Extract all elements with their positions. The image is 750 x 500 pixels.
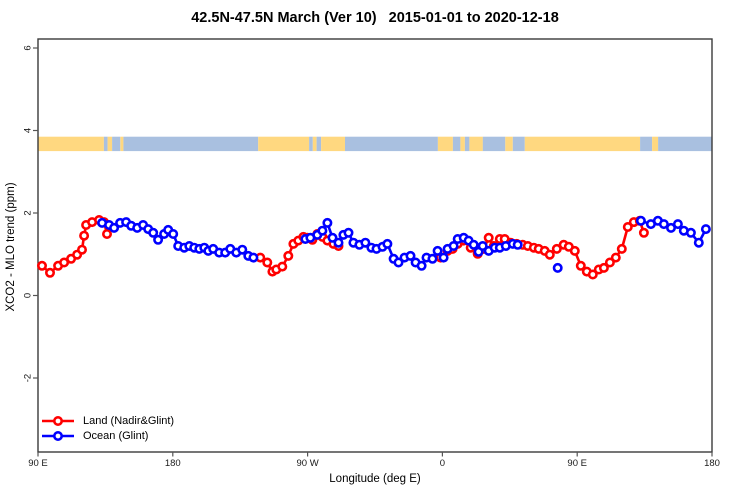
ocean-data-point	[237, 244, 248, 255]
ocean-data-point	[672, 219, 683, 230]
land-data-point	[575, 260, 586, 271]
land-ocean-band-segment-land	[460, 136, 465, 152]
land-data-point	[544, 249, 555, 260]
y-tick-label: 6	[23, 45, 34, 50]
land-data-point	[77, 244, 88, 255]
land-data-point	[277, 261, 288, 272]
legend: Land (Nadir&Glint) Ocean (Glint)	[40, 413, 174, 443]
land-ocean-band-segment-land	[524, 136, 641, 152]
land-data-point	[102, 229, 113, 240]
x-tick-label: 180	[165, 458, 181, 469]
ocean-data-point	[109, 222, 120, 233]
y-tick-label: 2	[23, 210, 34, 215]
ocean-series-marker-icon	[42, 430, 74, 441]
land-series-marker-icon	[42, 415, 74, 426]
land-ocean-band-segment-ocean	[103, 136, 108, 152]
land-ocean-band-segment-land	[652, 136, 659, 152]
legend-label-ocean: Ocean (Glint)	[83, 429, 149, 442]
legend-label-land: Land (Nadir&Glint)	[83, 414, 175, 427]
land-data-point	[616, 243, 627, 254]
land-data-point	[79, 230, 90, 241]
land-data-point	[36, 260, 47, 271]
land-ocean-band-segment-ocean	[345, 136, 438, 152]
land-ocean-band-segment-land	[437, 136, 453, 152]
ocean-data-point	[322, 217, 333, 228]
x-axis-title: Longitude (deg E)	[329, 473, 421, 485]
land-ocean-band-segment-land	[321, 136, 346, 152]
land-data-point	[283, 250, 294, 261]
ocean-data-point	[468, 239, 479, 250]
y-tick-label: 4	[23, 128, 34, 133]
ocean-data-point	[393, 257, 404, 268]
land-ocean-band-segment-ocean	[482, 136, 506, 152]
ocean-data-point	[512, 239, 523, 250]
x-tick-label: 90 W	[297, 458, 319, 469]
land-ocean-band-segment-land	[469, 136, 483, 152]
land-ocean-band-segment-ocean	[316, 136, 322, 152]
land-ocean-band-segment-land	[505, 136, 513, 152]
ocean-data-point	[327, 232, 338, 243]
ocean-data-point	[693, 237, 704, 248]
land-data-point	[598, 262, 609, 273]
y-tick-label: 0	[23, 293, 34, 298]
ocean-data-point	[700, 224, 711, 235]
ocean-data-point	[317, 225, 328, 236]
land-ocean-band-segment-ocean	[658, 136, 712, 152]
land-ocean-band-segment-ocean	[452, 136, 461, 152]
land-series-line	[41, 218, 109, 275]
land-ocean-band-segment-land	[258, 136, 310, 152]
ocean-data-point	[382, 238, 393, 249]
land-data-point	[44, 267, 55, 278]
land-ocean-band-segment-ocean	[464, 136, 470, 152]
ocean-data-point	[635, 215, 646, 226]
ocean-data-point	[333, 237, 344, 248]
ocean-data-point	[148, 227, 159, 238]
x-tick-label: 90 E	[567, 458, 587, 469]
ocean-data-point	[343, 227, 354, 238]
ocean-data-point	[477, 241, 488, 252]
land-ocean-band-segment-ocean	[512, 136, 525, 152]
ocean-data-point	[360, 237, 371, 248]
ocean-data-point	[685, 227, 696, 238]
ocean-data-point	[432, 245, 443, 256]
land-ocean-band-segment-ocean	[123, 136, 259, 152]
y-tick-label: -2	[23, 374, 34, 382]
land-data-point	[551, 243, 562, 254]
plot-border	[37, 38, 713, 453]
land-data-point	[569, 245, 580, 256]
land-ocean-band-segment-ocean	[112, 136, 121, 152]
x-tick-label: 0	[440, 458, 445, 469]
land-ocean-band-segment-land	[120, 136, 124, 152]
x-tick-label: 90 E	[28, 458, 48, 469]
ocean-data-point	[658, 219, 669, 230]
land-data-point	[604, 257, 615, 268]
land-data-point	[610, 252, 621, 263]
ocean-data-point	[416, 260, 427, 271]
legend-item-ocean: Ocean (Glint)	[40, 428, 174, 443]
ocean-data-point	[405, 250, 416, 261]
land-ocean-band-segment-land	[312, 136, 317, 152]
ocean-data-point	[427, 253, 438, 264]
land-ocean-band-segment-ocean	[309, 136, 313, 152]
land-data-point	[622, 222, 633, 233]
land-data-point	[483, 232, 494, 243]
land-data-point	[638, 227, 649, 238]
legend-item-land: Land (Nadir&Glint)	[40, 413, 174, 428]
ocean-data-point	[153, 234, 164, 245]
ocean-data-point	[248, 252, 259, 263]
chart-title: 42.5N-47.5N March (Ver 10) 2015-01-01 to…	[191, 10, 559, 26]
land-ocean-band-segment-land	[38, 136, 104, 152]
ocean-data-point	[552, 262, 563, 273]
ocean-data-point	[448, 241, 459, 252]
land-data-point	[587, 269, 598, 280]
land-ocean-band-segment-land	[107, 136, 113, 152]
land-ocean-band-segment-ocean	[640, 136, 653, 152]
land-data-point	[262, 257, 273, 268]
ocean-data-point	[438, 252, 449, 263]
x-tick-label: 180	[704, 458, 720, 469]
ocean-data-point	[168, 229, 179, 240]
